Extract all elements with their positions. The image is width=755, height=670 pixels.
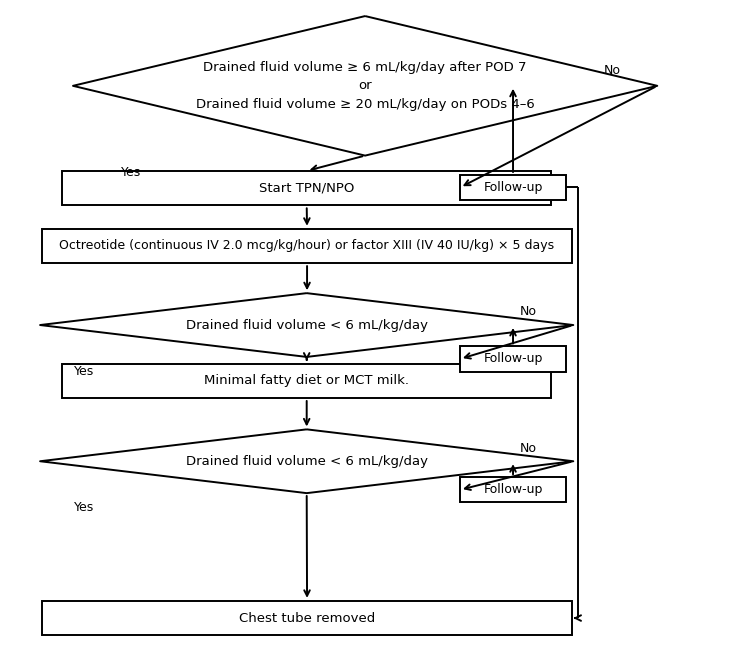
Text: Follow-up: Follow-up	[483, 483, 543, 496]
Text: Octreotide (continuous IV 2.0 mcg/kg/hour) or factor XIII (IV 40 IU/kg) × 5 days: Octreotide (continuous IV 2.0 mcg/kg/hou…	[60, 239, 555, 253]
Text: Yes: Yes	[74, 365, 94, 378]
Text: Drained fluid volume < 6 mL/kg/day: Drained fluid volume < 6 mL/kg/day	[186, 455, 427, 468]
Bar	[460, 175, 566, 200]
Text: Drained fluid volume ≥ 20 mL/kg/day on PODs 4–6: Drained fluid volume ≥ 20 mL/kg/day on P…	[196, 98, 535, 111]
Text: Follow-up: Follow-up	[483, 181, 543, 194]
Bar	[42, 228, 572, 263]
Text: Chest tube removed: Chest tube removed	[239, 612, 375, 624]
Text: No: No	[604, 64, 621, 77]
Bar	[460, 477, 566, 502]
Text: Start TPN/NPO: Start TPN/NPO	[259, 182, 354, 195]
Bar	[62, 171, 551, 206]
Text: No: No	[519, 306, 537, 318]
Text: Yes: Yes	[74, 501, 94, 514]
Text: Minimal fatty diet or MCT milk.: Minimal fatty diet or MCT milk.	[204, 375, 409, 387]
Bar	[62, 364, 551, 398]
Text: No: No	[519, 442, 537, 455]
Bar	[42, 601, 572, 635]
Bar	[460, 346, 566, 372]
Text: Drained fluid volume < 6 mL/kg/day: Drained fluid volume < 6 mL/kg/day	[186, 318, 427, 332]
Text: Follow-up: Follow-up	[483, 352, 543, 365]
Text: Drained fluid volume ≥ 6 mL/kg/day after POD 7: Drained fluid volume ≥ 6 mL/kg/day after…	[203, 61, 527, 74]
Text: or: or	[359, 79, 372, 92]
Text: Yes: Yes	[122, 165, 141, 179]
